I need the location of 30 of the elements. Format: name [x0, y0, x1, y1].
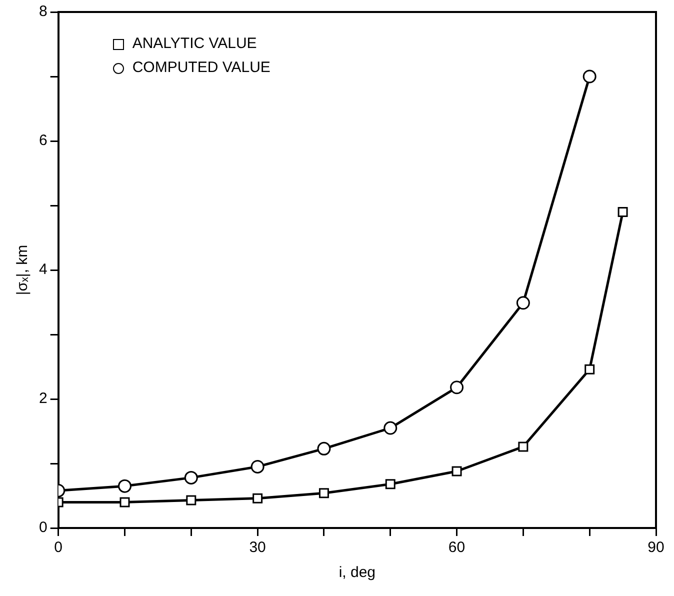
point: [317, 442, 331, 456]
y-tick-label: 4: [39, 261, 48, 278]
point: [584, 364, 595, 374]
y-axis-title: |σₓ|, km: [14, 244, 32, 296]
y-tick-label: 2: [39, 390, 48, 408]
legend-label: ANALYTIC VALUE: [132, 34, 257, 54]
point: [385, 479, 396, 490]
point: [252, 493, 263, 504]
point: [384, 421, 398, 435]
point: [582, 70, 596, 84]
y-tick-label: 0: [39, 519, 48, 536]
point: [118, 479, 132, 493]
x-tick-label: 0: [54, 539, 63, 556]
y-tick-label: 8: [39, 3, 48, 20]
y-tick-label: 6: [39, 132, 48, 150]
x-tick-label: 60: [448, 539, 466, 556]
legend-label: COMPUTED VALUE: [132, 58, 270, 78]
point: [516, 296, 530, 310]
point: [450, 380, 464, 394]
point: [120, 497, 130, 508]
point: [452, 466, 462, 476]
point: [250, 460, 264, 474]
x-tick-label: 90: [648, 539, 664, 556]
point: [318, 488, 329, 498]
point: [186, 495, 196, 506]
x-axis-title: i, deg: [338, 564, 376, 582]
point: [184, 470, 198, 484]
point: [618, 206, 628, 217]
x-tick-label: 30: [249, 539, 266, 556]
point: [518, 442, 528, 452]
